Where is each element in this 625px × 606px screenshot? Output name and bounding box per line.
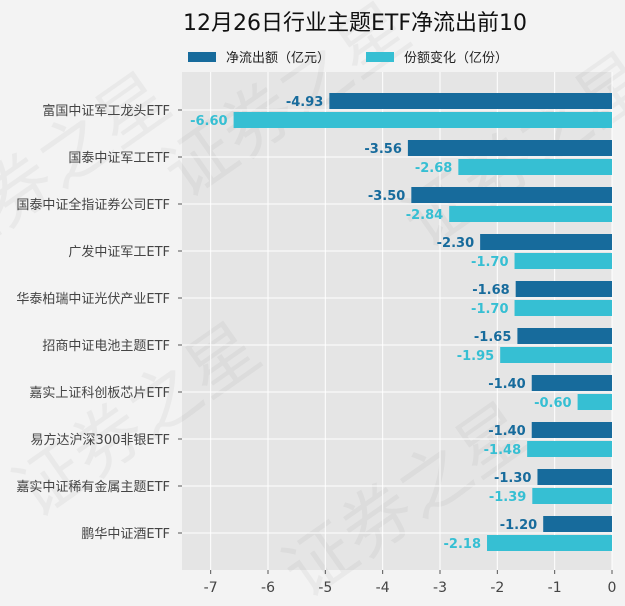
bar-net-outflow <box>329 93 612 109</box>
legend-label-net-outflow: 净流出额（亿元） <box>226 51 330 66</box>
bar-share-change <box>514 253 612 269</box>
category-label: 国泰中证军工ETF <box>68 151 170 166</box>
bar-share-change <box>577 394 612 410</box>
data-label: -2.18 <box>444 537 481 552</box>
bar-share-change <box>500 347 612 363</box>
data-label: -3.56 <box>364 142 401 157</box>
data-label: -1.40 <box>488 424 525 439</box>
data-label: -1.68 <box>472 283 509 298</box>
bar-share-change <box>514 300 612 316</box>
bar-net-outflow <box>480 234 612 250</box>
category-label: 嘉实上证科创板芯片ETF <box>29 386 170 401</box>
bar-share-change <box>458 159 612 175</box>
data-label: -4.93 <box>286 95 323 110</box>
category-label: 广发中证军工ETF <box>68 244 170 260</box>
bar-net-outflow <box>515 281 612 297</box>
category-label: 鹏华中证酒ETF <box>81 527 170 542</box>
legend-swatch-share-change <box>366 52 394 62</box>
bar-net-outflow <box>531 375 612 391</box>
legend-label-share-change: 份额变化（亿份） <box>404 50 508 66</box>
data-label: -2.84 <box>406 208 443 223</box>
x-tick-label: -5 <box>318 580 332 596</box>
data-label: -2.30 <box>437 236 474 251</box>
category-label: 华泰柏瑞中证光伏产业ETF <box>16 292 170 307</box>
category-label: 国泰中证全指证券公司ETF <box>16 197 170 213</box>
category-label: 招商中证电池主题ETF <box>42 339 170 354</box>
data-label: -1.48 <box>484 443 521 458</box>
category-label: 富国中证军工龙头ETF <box>42 103 170 119</box>
x-tick-label: 0 <box>608 580 617 596</box>
bar-share-change <box>233 112 612 128</box>
chart-title: 12月26日行业主题ETF净流出前10 <box>183 11 527 36</box>
x-tick-label: -2 <box>490 580 504 596</box>
data-label: -1.70 <box>471 255 508 270</box>
data-label: -6.60 <box>190 114 227 129</box>
x-tick-label: -1 <box>548 580 562 596</box>
category-label: 嘉实中证稀有金属主题ETF <box>16 479 170 495</box>
bar-net-outflow <box>543 516 612 532</box>
data-label: -0.60 <box>534 396 571 411</box>
data-label: -1.65 <box>474 330 511 345</box>
data-label: -1.70 <box>471 302 508 317</box>
x-tick-label: -7 <box>204 580 218 596</box>
category-label: 易方达沪深300非银ETF <box>31 432 170 448</box>
x-tick-label: -4 <box>376 580 390 596</box>
data-label: -1.40 <box>488 377 525 392</box>
x-tick-label: -3 <box>433 580 447 596</box>
bar-share-change <box>527 441 612 457</box>
bar-share-change <box>487 535 612 551</box>
x-tick-label: -6 <box>261 580 275 596</box>
legend-swatch-net-outflow <box>188 52 216 62</box>
data-label: -3.50 <box>368 189 405 204</box>
data-label: -1.39 <box>489 490 526 505</box>
bar-net-outflow <box>517 328 612 344</box>
bar-share-change <box>449 206 612 222</box>
bar-net-outflow <box>531 422 612 438</box>
data-label: -1.95 <box>457 349 494 364</box>
bar-net-outflow <box>411 187 612 203</box>
data-label: -1.30 <box>494 471 531 486</box>
bar-net-outflow <box>537 469 612 485</box>
data-label: -2.68 <box>415 161 452 176</box>
bar-share-change <box>532 488 612 504</box>
data-label: -1.20 <box>500 518 537 533</box>
bar-net-outflow <box>407 140 612 156</box>
